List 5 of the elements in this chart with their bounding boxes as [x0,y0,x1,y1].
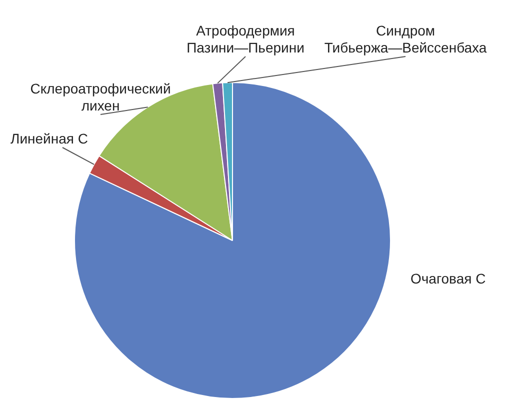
slice-label: Склероатрофический лихен [30,80,171,114]
slice-label: Синдром Тибьержа—Вейссенбаха [324,22,487,56]
slice-label: Очаговая С [410,270,486,286]
slice-label: Линейная С [10,130,88,146]
slice-label: Атрофодермия Пазини—Пьерини [186,22,304,56]
